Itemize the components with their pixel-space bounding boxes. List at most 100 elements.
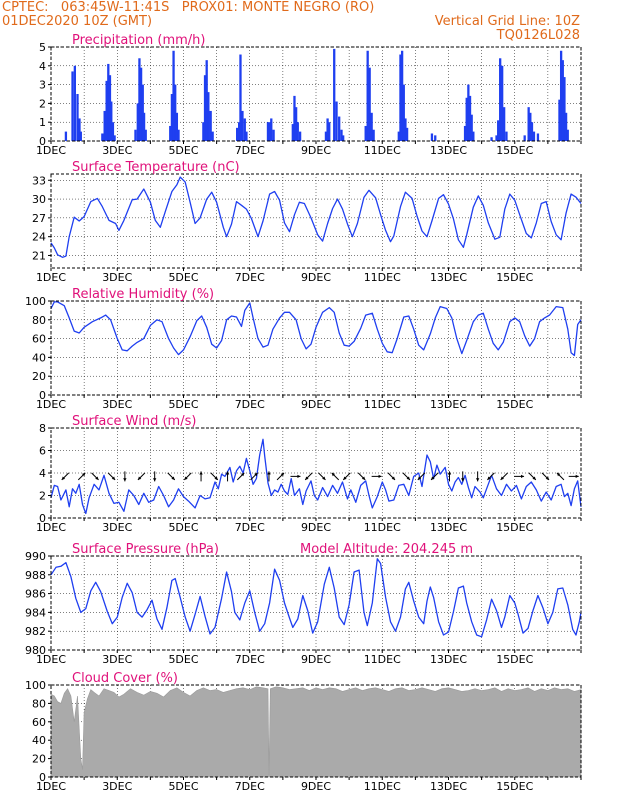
- precip-bar: [402, 84, 405, 141]
- x-tick-label: 5DEC: [168, 780, 198, 793]
- x-tick-label: 13DEC: [430, 653, 467, 666]
- wind-arrow: [153, 471, 157, 482]
- model-altitude-label: Model Altitude: 204.245 m: [300, 542, 473, 557]
- wind-arrow-head: [378, 474, 382, 479]
- x-tick-label: 15DEC: [496, 653, 533, 666]
- wind-arrow-head: [520, 474, 525, 479]
- x-tick-label: 7DEC: [235, 653, 265, 666]
- wind-arrow: [61, 472, 70, 481]
- precip-bar: [532, 131, 536, 141]
- y-tick-label: 2: [39, 490, 46, 503]
- wind-arrow-head: [406, 476, 410, 480]
- wind-arrow-head: [184, 476, 188, 480]
- wind-arrow-head: [225, 471, 230, 475]
- rh-line: [50, 301, 582, 357]
- precip-bar: [142, 112, 146, 141]
- precip-bar: [78, 118, 81, 141]
- wind-arrow: [541, 472, 550, 481]
- wind-arrow: [290, 474, 301, 479]
- precip-bar: [272, 129, 275, 141]
- precip-bar: [326, 118, 329, 141]
- precip-bar: [536, 133, 540, 141]
- header-line1: CPTEC: 063:45W-11:41S PROX01: MONTE NEGR…: [2, 0, 375, 15]
- wind-arrow: [167, 472, 176, 481]
- precip-bar: [470, 114, 473, 141]
- x-tick-label: 3DEC: [102, 144, 132, 157]
- wind-arrow-head: [417, 476, 422, 480]
- precip-bar: [529, 112, 532, 141]
- wind-arrow: [210, 472, 219, 481]
- wind-arrow-head: [95, 476, 99, 480]
- precip-bar: [527, 107, 530, 141]
- wind-arrow: [304, 472, 313, 481]
- precip-bar: [205, 60, 208, 141]
- precip-bar: [499, 58, 502, 141]
- wind-arrow-head: [331, 472, 336, 477]
- y-tick-label: 988: [25, 569, 46, 582]
- wind-arrow-head: [240, 472, 245, 477]
- wind-arrow: [500, 472, 509, 481]
- precip-bar: [328, 122, 331, 141]
- y-tick-label: 982: [25, 625, 46, 638]
- precip-bar: [505, 131, 508, 141]
- x-tick-label: 1DEC: [36, 144, 66, 157]
- wind-arrow: [199, 471, 203, 482]
- x-tick-label: 3DEC: [102, 398, 132, 411]
- precip-bar: [564, 112, 568, 141]
- x-tick-label: 5DEC: [168, 144, 198, 157]
- precip-bar: [207, 92, 210, 141]
- y-tick-label: 0: [39, 389, 46, 402]
- precip-bar: [211, 131, 214, 141]
- y-tick-label: 2: [39, 97, 46, 110]
- cloud-cover-area: [50, 686, 582, 778]
- header-grid-line-note: Vertical Grid Line: 10Z: [434, 14, 580, 29]
- precip-bar: [397, 131, 400, 141]
- precip-bar: [370, 112, 373, 141]
- wind-arrow: [417, 472, 426, 481]
- precip-bar: [368, 67, 371, 141]
- temp-title: Surface Temperature (nC): [72, 160, 240, 175]
- precip-bar: [136, 103, 139, 141]
- precip-bar: [245, 131, 248, 141]
- x-tick-label: 11DEC: [364, 398, 401, 411]
- precip-bar: [430, 133, 434, 141]
- precip-bar: [558, 99, 561, 141]
- precip-bar: [338, 116, 341, 141]
- precip-bar: [141, 84, 144, 141]
- y-tick-label: 8: [39, 422, 46, 435]
- x-tick-label: 7DEC: [235, 271, 265, 284]
- y-tick-label: 60: [32, 333, 46, 346]
- wind-arrow-head: [153, 478, 157, 482]
- cloud-panel: 0 20 40 60 80 100 1DEC 3DEC 5DEC 7DEC 9DEC 11DEC 13D…: [25, 671, 582, 793]
- x-tick-label: 9DEC: [301, 398, 331, 411]
- precip-bar: [293, 95, 296, 141]
- x-tick-label: 5DEC: [168, 653, 198, 666]
- precip-bar: [270, 118, 273, 141]
- temp-line: [50, 176, 582, 258]
- precip-bar: [561, 60, 564, 141]
- wind-arrow: [342, 472, 351, 481]
- y-tick-label: 20: [32, 370, 46, 383]
- wind-arrow-head: [111, 476, 116, 480]
- precip-bar: [239, 54, 242, 141]
- wind-arrow: [267, 471, 271, 482]
- wind-arrow: [183, 472, 192, 481]
- wind-arrow-head: [461, 478, 465, 482]
- precip-bar: [236, 127, 239, 141]
- wind-arrow-head: [545, 476, 550, 480]
- x-tick-label: 11DEC: [364, 144, 401, 157]
- precip-bar: [110, 101, 113, 141]
- precip-bar: [172, 50, 175, 142]
- precip-bar: [296, 122, 299, 141]
- precip-bar: [144, 129, 147, 141]
- wind-arrow: [137, 472, 146, 481]
- precip-title: Precipitation (mm/h): [72, 33, 205, 48]
- y-tick-label: 1: [39, 116, 46, 129]
- precip-bar: [465, 97, 468, 141]
- precip-bar: [298, 131, 302, 141]
- wind-arrow: [528, 472, 537, 481]
- y-tick-label: 20: [32, 753, 46, 766]
- precip-bar: [372, 129, 375, 141]
- precip-panel: 0 1 2 3 4 5 1DEC 3DEC 5DEC 7DEC 9DEC 11DEC 13DEC 15DE…: [36, 33, 582, 157]
